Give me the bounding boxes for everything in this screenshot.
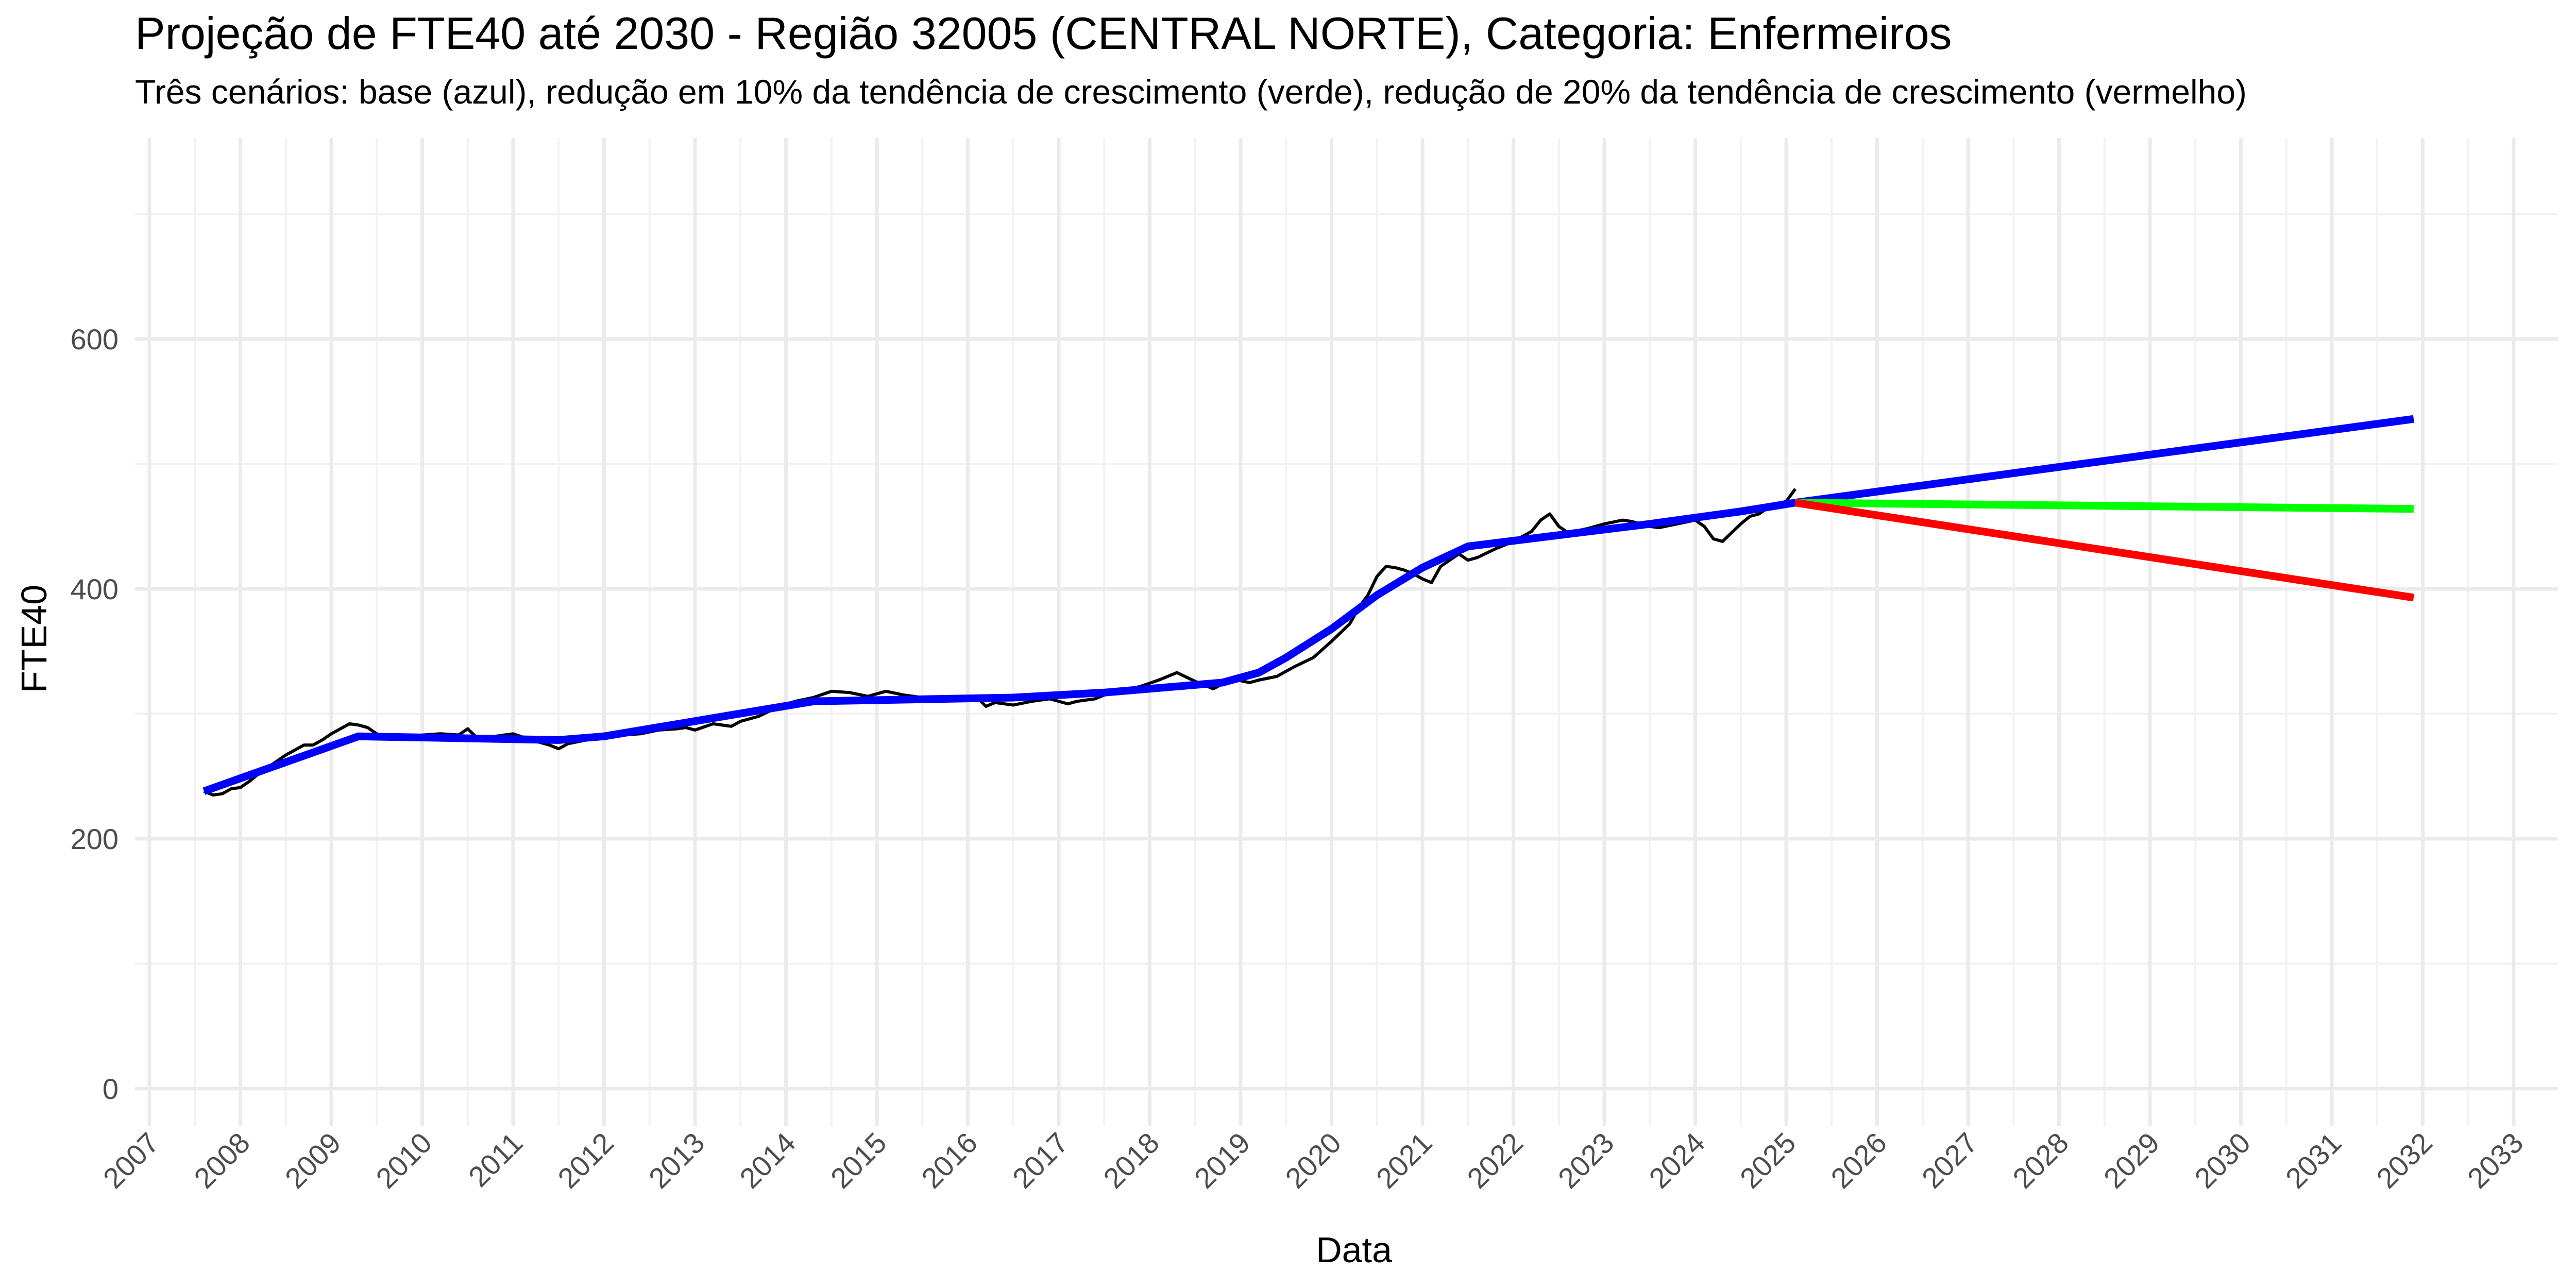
x-tick-label: 2008 (188, 1126, 256, 1195)
x-tick-label: 2017 (1006, 1126, 1075, 1195)
x-tick-label: 2030 (2188, 1126, 2257, 1195)
x-tick-label: 2007 (97, 1126, 165, 1195)
y-axis-title: FTE40 (14, 585, 54, 693)
chart-subtitle: Três cenários: base (azul), redução em 1… (135, 73, 2247, 111)
x-axis-title: Data (1316, 1230, 1392, 1270)
x-tick-label: 2010 (369, 1126, 438, 1195)
x-tick-label: 2019 (1188, 1126, 1257, 1195)
x-tick-label: 2015 (824, 1126, 893, 1195)
x-tick-label: 2032 (2370, 1126, 2438, 1195)
x-tick-label: 2024 (1642, 1126, 1711, 1195)
x-tick-label: 2020 (1279, 1126, 1347, 1195)
chart-title: Projeção de FTE40 até 2030 - Região 3200… (135, 8, 1952, 59)
series-line-3 (1794, 499, 2415, 602)
x-tick-label: 2029 (2097, 1126, 2166, 1195)
x-axis-ticks: 2007 2008 2009 2010 2011 2012 2013 2014 2015 2016… (97, 1126, 2530, 1195)
y-tick-label: 600 (71, 323, 118, 355)
y-tick-label: 400 (71, 573, 118, 605)
y-tick-label: 200 (71, 823, 118, 855)
x-tick-label: 2018 (1097, 1126, 1165, 1195)
x-tick-label: 2014 (733, 1126, 802, 1195)
x-tick-label: 2011 (462, 1126, 529, 1193)
x-tick-label: 2026 (1824, 1126, 1893, 1195)
y-axis-ticks: 0 200 400 600 (71, 323, 118, 1105)
x-tick-label: 2021 (1370, 1126, 1438, 1195)
x-tick-label: 2009 (279, 1126, 347, 1195)
series-line-1 (202, 415, 2414, 795)
x-tick-label: 2028 (2006, 1126, 2075, 1195)
x-tick-label: 2012 (551, 1126, 620, 1195)
series-layer (202, 415, 2415, 797)
x-tick-label: 2031 (2279, 1126, 2348, 1195)
x-tick-label: 2022 (1461, 1126, 1529, 1195)
y-tick-label: 0 (103, 1073, 118, 1105)
x-tick-label: 2013 (642, 1126, 711, 1195)
x-tick-label: 2027 (1916, 1126, 1984, 1195)
x-tick-label: 2025 (1734, 1126, 1802, 1195)
minor-gridlines (135, 138, 2558, 1126)
x-tick-label: 2016 (915, 1126, 984, 1195)
x-tick-label: 2033 (2461, 1126, 2530, 1195)
major-gridlines (135, 138, 2558, 1126)
series-line-2 (1795, 499, 2414, 513)
x-tick-label: 2023 (1552, 1126, 1620, 1195)
